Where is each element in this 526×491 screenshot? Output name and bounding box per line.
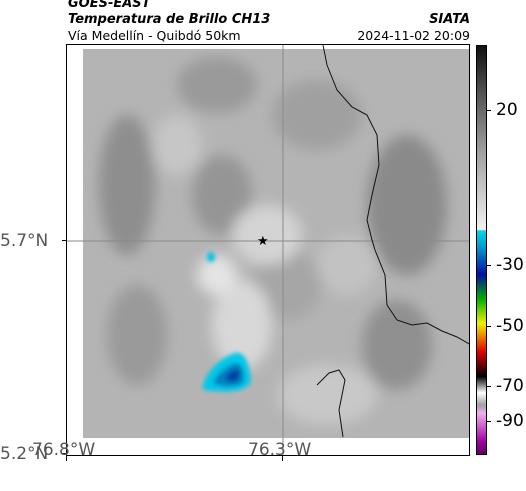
- lat-tick: [62, 453, 67, 454]
- department-boundary: [322, 45, 469, 345]
- lat-label-5-7: 5.7°N: [0, 231, 49, 251]
- colorbar-label-20: 20: [496, 100, 518, 120]
- colorbar: [476, 45, 487, 455]
- satellite-map[interactable]: ★: [66, 44, 470, 456]
- lat-label-5-2: 5.2°N: [0, 444, 49, 464]
- colorbar-label-minus50: -50: [496, 316, 524, 336]
- source-label: SIATA: [429, 12, 470, 27]
- lon-tick: [66, 456, 67, 461]
- lon-label-76-8: 76.8°W: [32, 440, 96, 460]
- map-canvas: ★: [67, 45, 469, 455]
- brightness-temperature-field: [83, 49, 469, 438]
- colorbar-label-minus30: -30: [496, 255, 524, 275]
- lon-tick: [282, 456, 283, 461]
- colorbar-tick: [486, 110, 491, 111]
- colorbar-tick: [486, 421, 491, 422]
- colorbar-label-minus90: -90: [496, 411, 524, 431]
- lon-label-76-3: 76.3°W: [248, 440, 312, 460]
- lat-tick: [62, 240, 67, 241]
- colorbar-tick: [486, 265, 491, 266]
- colorbar-label-minus70: -70: [496, 376, 524, 396]
- department-boundary-south: [316, 369, 346, 438]
- grid-lines: [67, 45, 469, 455]
- star-icon: ★: [257, 234, 269, 249]
- colorbar-tick: [486, 326, 491, 327]
- satellite-title: GOES-EAST: [68, 0, 151, 11]
- datetime-label: 2024-11-02 20:09: [357, 28, 470, 43]
- colorbar-tick: [486, 386, 491, 387]
- product-title: Temperatura de Brillo CH13: [68, 12, 271, 27]
- region-label: Vía Medellín - Quibdó 50km: [68, 28, 241, 43]
- cold-cloud-tops: [202, 252, 251, 392]
